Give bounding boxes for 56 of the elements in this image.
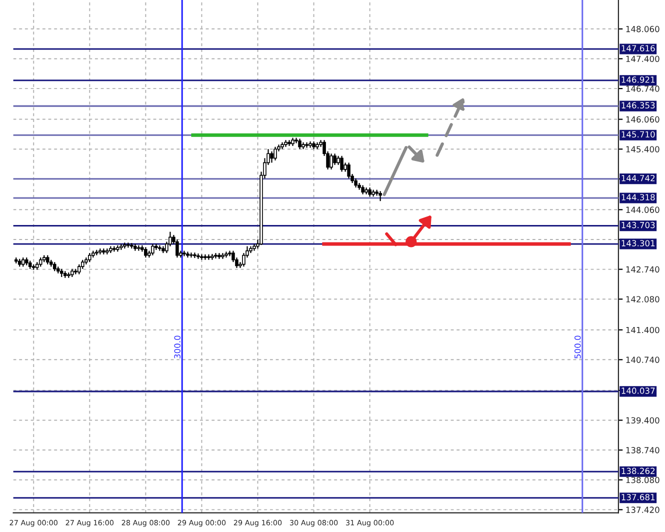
candlestick <box>190 252 193 258</box>
candlestick <box>77 264 81 275</box>
y-tick-label: 142.080 <box>626 296 660 302</box>
candlestick <box>298 138 302 150</box>
y-tick-label: 139.400 <box>626 417 660 424</box>
ref-line-label: 140.037 <box>622 388 655 394</box>
candlestick <box>378 190 382 202</box>
y-tick-label: 140.740 <box>626 356 660 363</box>
ref-line-label: 146.921 <box>622 76 655 83</box>
candlestick <box>196 252 200 260</box>
y-tick-label: 148.060 <box>626 26 660 32</box>
candlestick <box>330 153 333 170</box>
candlestick <box>361 184 364 195</box>
candlestick <box>186 251 190 258</box>
candlestick <box>144 246 148 258</box>
candlestick <box>224 251 228 258</box>
ref-line-label: 138.262 <box>622 468 654 474</box>
candlestick <box>218 252 221 260</box>
ref-line-label: 145.710 <box>622 131 655 138</box>
candlestick <box>176 238 179 258</box>
ref-line-label: 144.318 <box>622 194 655 200</box>
candlestick <box>333 153 336 166</box>
annotation: 500.0 <box>574 336 581 358</box>
candlestick <box>274 146 277 161</box>
ref-line-label: 137.681 <box>622 494 655 500</box>
candlestick <box>151 243 154 256</box>
ref-line-label: 146.353 <box>622 102 655 108</box>
candlestick <box>38 257 42 268</box>
y-tick-label: 138.740 <box>626 447 660 454</box>
y-tick-label: 137.420 <box>626 506 660 513</box>
candlestick <box>347 162 350 180</box>
y-tick-label: 145.400 <box>626 146 660 152</box>
candlestick <box>193 252 196 259</box>
ref-line-label: 143.703 <box>622 222 655 228</box>
candlestick <box>288 140 291 146</box>
candlestick <box>368 186 372 198</box>
candlestick <box>340 155 344 172</box>
y-tick-label: 146.740 <box>626 86 660 92</box>
candlestick <box>52 262 56 272</box>
y-tick-label: 142.740 <box>626 266 660 273</box>
y-tick-label: 144.060 <box>626 206 660 213</box>
ref-line-label: 144.742 <box>622 174 654 182</box>
candlestick <box>221 252 224 260</box>
candlestick <box>214 252 218 260</box>
y-tick-label: 147.400 <box>626 56 660 62</box>
candlestick <box>210 253 214 260</box>
y-tick-label: 138.080 <box>626 476 660 484</box>
candlestick <box>354 178 358 188</box>
y-tick-label: 141.400 <box>626 326 660 334</box>
ref-line-label: 143.301 <box>622 240 655 246</box>
annotation: 300.0 <box>174 336 180 358</box>
candlestick <box>46 254 50 265</box>
y-tick-label: 146.060 <box>626 116 660 123</box>
candlestick <box>88 252 92 263</box>
ref-line-label: 147.616 <box>622 45 655 52</box>
candlestick <box>270 150 274 164</box>
